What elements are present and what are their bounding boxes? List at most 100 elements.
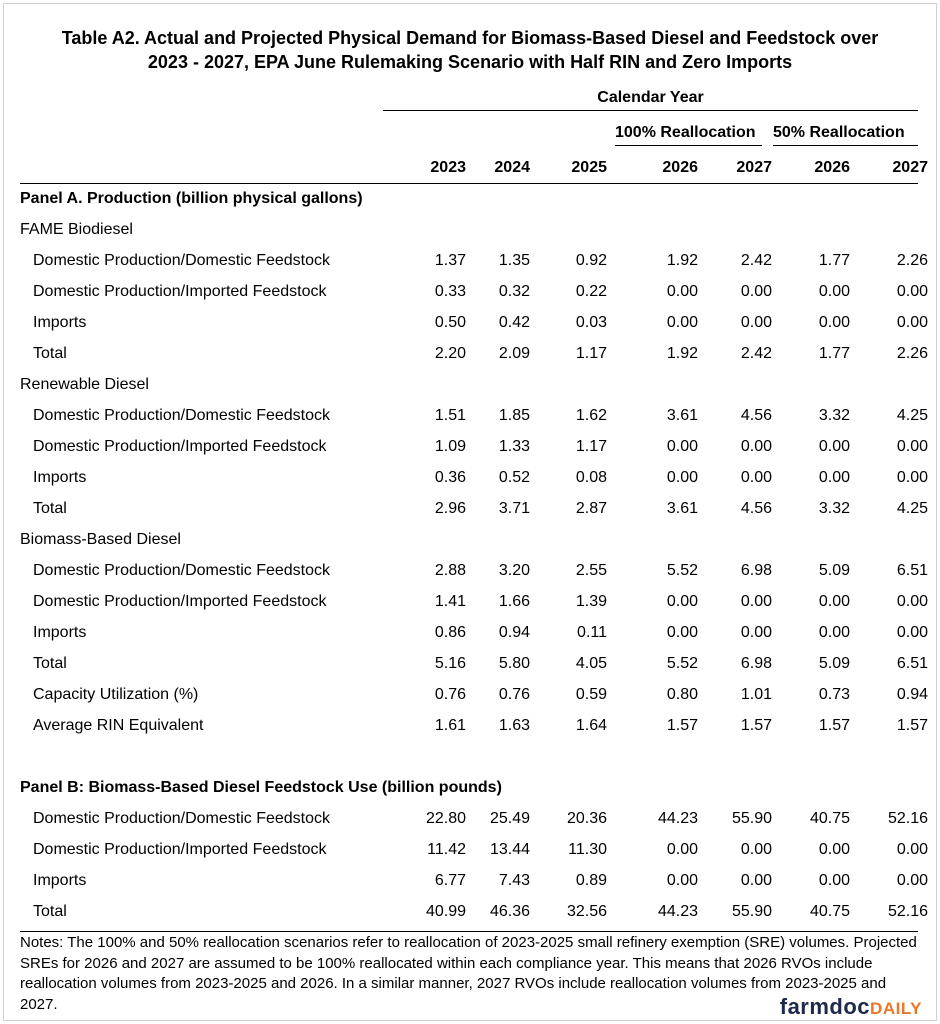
value-cell: 1.35 xyxy=(498,252,530,269)
value-cell: 0.00 xyxy=(896,593,928,610)
group-heading: Renewable Diesel xyxy=(20,376,149,393)
panel-heading-row: Panel B: Biomass-Based Diesel Feedstock … xyxy=(20,772,928,803)
value-cell: 0.00 xyxy=(818,841,850,858)
value-cell: 52.16 xyxy=(887,903,928,920)
value-cell: 0.00 xyxy=(740,469,772,486)
value-cell: 0.00 xyxy=(818,624,850,641)
value-cell: 0.00 xyxy=(740,624,772,641)
value-cell: 0.00 xyxy=(740,872,772,889)
table-row: Domestic Production/Imported Feedstock 11… xyxy=(20,834,928,865)
table-row: Domestic Production/Imported Feedstock 1.… xyxy=(20,586,928,617)
value-cell: 1.64 xyxy=(575,717,607,734)
value-cell: 2.20 xyxy=(434,345,466,362)
year-header: 2027 xyxy=(892,159,928,176)
value-cell: 6.51 xyxy=(896,562,928,579)
group-heading-row: Renewable Diesel xyxy=(20,369,928,400)
value-cell: 0.89 xyxy=(575,872,607,889)
row-label: Domestic Production/Domestic Feedstock xyxy=(33,407,330,424)
value-cell: 11.30 xyxy=(568,841,607,858)
value-cell: 0.00 xyxy=(896,438,928,455)
value-cell: 1.57 xyxy=(666,717,698,734)
value-cell: 5.52 xyxy=(666,655,698,672)
value-cell: 2.26 xyxy=(896,345,928,362)
row-label: Total xyxy=(33,345,67,362)
value-cell: 0.92 xyxy=(575,252,607,269)
row-label: Domestic Production/Domestic Feedstock xyxy=(33,810,330,827)
value-cell: 0.00 xyxy=(666,624,698,641)
value-cell: 1.63 xyxy=(498,717,530,734)
value-cell: 0.94 xyxy=(896,686,928,703)
value-cell: 0.11 xyxy=(577,624,607,641)
value-cell: 40.75 xyxy=(809,810,850,827)
value-cell: 3.61 xyxy=(666,407,698,424)
group-heading: Biomass-Based Diesel xyxy=(20,531,181,548)
value-cell: 2.09 xyxy=(498,345,530,362)
value-cell: 3.32 xyxy=(818,407,850,424)
value-cell: 5.09 xyxy=(818,562,850,579)
value-cell: 3.20 xyxy=(498,562,530,579)
table-row: Domestic Production/Domestic Feedstock 1.… xyxy=(20,400,928,431)
value-cell: 0.00 xyxy=(818,314,850,331)
row-label: Domestic Production/Imported Feedstock xyxy=(33,593,327,610)
spacer-row xyxy=(20,741,928,772)
table-notes: Notes: The 100% and 50% reallocation sce… xyxy=(20,934,917,1013)
value-cell: 2.42 xyxy=(740,345,772,362)
table-row: Capacity Utilization (%) 0.76 0.76 0.59 0.80… xyxy=(20,679,928,710)
year-header: 2026 xyxy=(814,159,850,176)
value-cell: 3.71 xyxy=(498,500,530,517)
value-cell: 1.77 xyxy=(818,252,850,269)
value-cell: 22.80 xyxy=(425,810,466,827)
value-cell: 2.87 xyxy=(575,500,607,517)
table-row: Total 5.16 5.80 4.05 5.52 6.98 5.09 6.51 xyxy=(20,648,928,679)
value-cell: 46.36 xyxy=(489,903,530,920)
value-cell: 0.00 xyxy=(818,872,850,889)
year-header: 2023 xyxy=(430,159,466,176)
value-cell: 0.76 xyxy=(498,686,530,703)
empty-cell xyxy=(20,152,403,183)
value-cell: 0.36 xyxy=(434,469,466,486)
year-header: 2027 xyxy=(736,159,772,176)
value-cell: 13.44 xyxy=(489,841,530,858)
value-cell: 0.00 xyxy=(666,283,698,300)
panel-heading: Panel A. Production (billion physical ga… xyxy=(20,190,363,207)
value-cell: 1.51 xyxy=(434,407,466,424)
value-cell: 0.00 xyxy=(666,438,698,455)
value-cell: 1.92 xyxy=(666,345,698,362)
value-cell: 4.56 xyxy=(740,407,772,424)
value-cell: 0.86 xyxy=(434,624,466,641)
spacer xyxy=(20,741,928,772)
value-cell: 2.26 xyxy=(896,252,928,269)
value-cell: 0.00 xyxy=(818,283,850,300)
group-heading: FAME Biodiesel xyxy=(20,221,133,238)
value-cell: 0.32 xyxy=(498,283,530,300)
table-row: Total 40.99 46.36 32.56 44.23 55.90 40.75 52.16 xyxy=(20,896,928,927)
value-cell: 5.16 xyxy=(434,655,466,672)
row-label: Domestic Production/Domestic Feedstock xyxy=(33,252,330,269)
value-cell: 52.16 xyxy=(887,810,928,827)
value-cell: 5.52 xyxy=(666,562,698,579)
row-label: Domestic Production/Domestic Feedstock xyxy=(33,562,330,579)
value-cell: 0.00 xyxy=(896,872,928,889)
value-cell: 6.98 xyxy=(740,562,772,579)
value-cell: 6.98 xyxy=(740,655,772,672)
title-line-2: 2023 - 2027, EPA June Rulemaking Scenari… xyxy=(147,52,793,72)
value-cell: 1.57 xyxy=(740,717,772,734)
value-cell: 0.00 xyxy=(896,841,928,858)
year-header-row: 2023 2024 2025 2026 2027 2026 2027 xyxy=(20,152,928,183)
row-label: Imports xyxy=(33,872,87,889)
value-cell: 0.42 xyxy=(498,314,530,331)
value-cell: 6.51 xyxy=(896,655,928,672)
value-cell: 4.05 xyxy=(575,655,607,672)
value-cell: 1.17 xyxy=(575,345,607,362)
value-cell: 0.00 xyxy=(896,283,928,300)
divider xyxy=(615,145,762,146)
row-label: Domestic Production/Imported Feedstock xyxy=(33,841,327,858)
title-line-1: Table A2. Actual and Projected Physical … xyxy=(61,28,879,48)
value-cell: 0.76 xyxy=(434,686,466,703)
row-label: Imports xyxy=(33,314,87,331)
value-cell: 1.41 xyxy=(434,593,466,610)
table-row: Imports 0.36 0.52 0.08 0.00 0.00 0.00 0.00 xyxy=(20,462,928,493)
group-heading-row: FAME Biodiesel xyxy=(20,214,928,245)
value-cell: 1.61 xyxy=(434,717,466,734)
value-cell: 2.96 xyxy=(434,500,466,517)
